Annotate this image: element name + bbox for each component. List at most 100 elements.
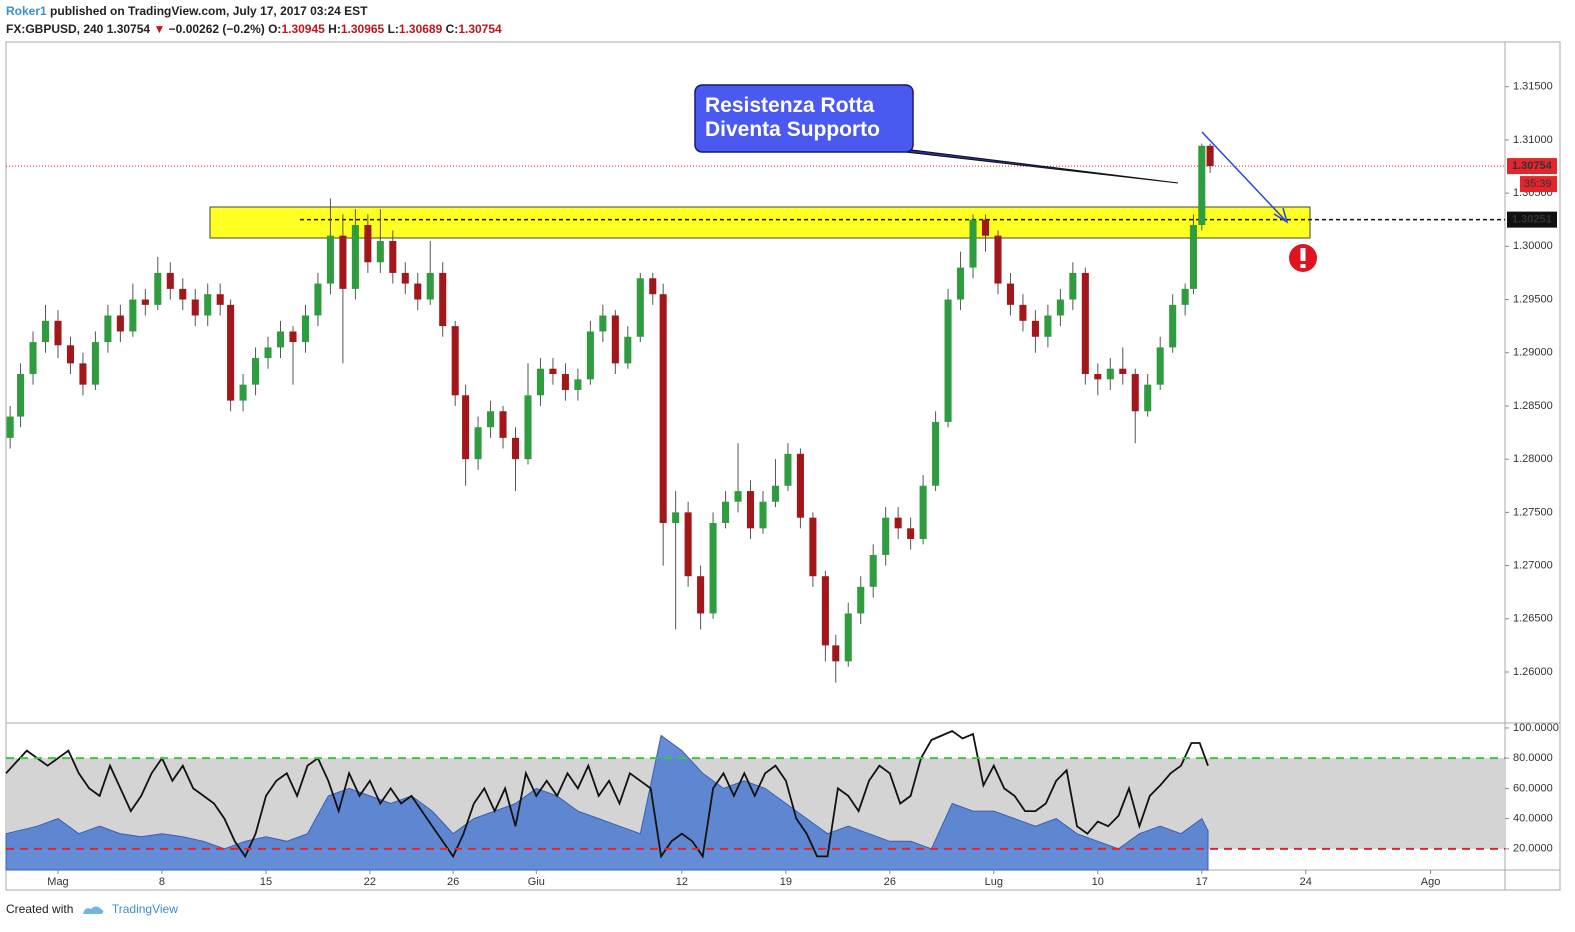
x-tick-label: 26 xyxy=(884,876,896,888)
x-tick-label: Lug xyxy=(985,876,1003,888)
price-pane xyxy=(6,143,1505,683)
y-tick-label: 1.26000 xyxy=(1513,666,1553,678)
y-tick-label: 1.27500 xyxy=(1513,506,1553,518)
candle-body xyxy=(1019,304,1027,321)
candle-body xyxy=(1031,320,1039,337)
candle-body xyxy=(191,299,199,316)
candle-body xyxy=(1156,347,1164,385)
brand[interactable]: TradingView xyxy=(111,902,178,916)
candle-body xyxy=(426,272,434,300)
candle-body xyxy=(1056,299,1064,316)
chart: Mag 8 15 22 26 Giu 12 19 26 Lug 10 17 24 Ago 1.26000 1.… xyxy=(5,41,1561,891)
candle-body xyxy=(351,225,359,289)
candle-body xyxy=(809,517,817,577)
candle-body xyxy=(414,283,422,300)
x-tick-label: Mag xyxy=(47,876,68,888)
candle-body xyxy=(129,299,137,332)
candle-body xyxy=(141,299,149,305)
candle-body xyxy=(54,320,62,346)
candle-body xyxy=(586,331,594,380)
drawings xyxy=(694,84,1317,272)
change: −0.00262 (−0.2%) xyxy=(168,22,265,36)
candle-body xyxy=(264,347,272,359)
candle-body xyxy=(499,411,507,438)
candle-body xyxy=(1206,145,1214,167)
candle-body xyxy=(524,395,532,460)
ohlc-l-key: L: xyxy=(387,22,399,36)
candle-body xyxy=(179,288,187,300)
candle-body xyxy=(1119,368,1127,375)
level-label: 1.30251 xyxy=(1512,214,1552,226)
publish-line: Roker1 published on TradingView.com, Jul… xyxy=(6,4,367,18)
x-tick-label: 24 xyxy=(1300,876,1312,888)
ohlc-o: 1.30945 xyxy=(281,22,325,36)
candle-body xyxy=(301,315,310,343)
y-tick-label: 1.29500 xyxy=(1513,293,1553,305)
candle-body xyxy=(1081,272,1089,375)
candle-body xyxy=(969,219,977,268)
y-tick-label: 80.0000 xyxy=(1513,752,1553,764)
candle-body xyxy=(636,278,644,337)
candle-body xyxy=(832,645,840,662)
candle-body xyxy=(204,294,212,316)
candle-body xyxy=(216,294,224,305)
ohlc-o-key: O: xyxy=(268,22,282,36)
ohlc-c-key: C: xyxy=(445,22,459,36)
y-tick-label: 1.31000 xyxy=(1513,134,1553,146)
countdown-label: 35:39 xyxy=(1524,178,1552,190)
candle-body xyxy=(659,294,667,524)
candle-body xyxy=(536,368,545,396)
y-tick-label: 100.0000 xyxy=(1513,722,1559,734)
candle-body xyxy=(919,485,927,539)
x-tick-label: 8 xyxy=(159,876,165,888)
countdown-badge xyxy=(1520,176,1557,193)
candle-body xyxy=(314,283,322,316)
candle-body xyxy=(91,342,99,385)
x-tick-label: 19 xyxy=(780,876,792,888)
published: published on TradingView.com, July 17, 2… xyxy=(50,4,368,18)
candle-body xyxy=(624,336,632,364)
candle-body xyxy=(376,240,384,263)
y-tick-label: 1.28500 xyxy=(1513,400,1553,412)
candle-body xyxy=(1144,384,1152,412)
candle-body xyxy=(1094,374,1102,380)
candle-body xyxy=(907,528,915,539)
candle-body xyxy=(649,278,657,295)
candle-body xyxy=(1198,145,1206,226)
candle-body xyxy=(511,437,520,460)
candle-body xyxy=(932,421,940,486)
candle-body xyxy=(882,517,890,555)
x-tick-label: 22 xyxy=(364,876,376,888)
candle-body xyxy=(771,485,779,502)
publisher[interactable]: Roker1 xyxy=(6,4,47,18)
candle-body xyxy=(289,331,297,343)
trend-arrow-head xyxy=(1273,207,1289,224)
y-tick-label: 1.29000 xyxy=(1513,347,1553,359)
candle-body xyxy=(227,304,235,401)
candle-body xyxy=(722,501,730,524)
y-tick-label: 40.0000 xyxy=(1513,813,1553,825)
oscillator-area xyxy=(5,734,1209,871)
oscillator-pane xyxy=(5,729,1505,871)
candle-body xyxy=(1106,368,1114,380)
x-tick-label: 15 xyxy=(260,876,272,888)
candle-body xyxy=(574,379,582,390)
candle-body xyxy=(784,453,792,486)
last-price-label: 1.30754 xyxy=(1512,160,1553,172)
alert-bar xyxy=(1300,248,1306,261)
candle-body xyxy=(857,586,865,614)
candle-body xyxy=(759,501,767,529)
candle-body xyxy=(869,554,877,587)
y-tick-label: 20.0000 xyxy=(1513,843,1553,855)
candle-body xyxy=(474,427,482,460)
symbol-line: FX:GBPUSD, 240 1.30754 ▼ −0.00262 (−0.2%… xyxy=(6,22,502,36)
trend-arrow[interactable] xyxy=(1201,131,1286,221)
x-tick-label: 10 xyxy=(1092,876,1104,888)
candle-body xyxy=(746,491,755,529)
ohlc-h-key: H: xyxy=(328,22,341,36)
callout-box[interactable] xyxy=(694,84,914,153)
resistance-zone[interactable] xyxy=(209,206,1311,239)
candle-body xyxy=(684,512,692,577)
candle-body xyxy=(6,416,14,438)
